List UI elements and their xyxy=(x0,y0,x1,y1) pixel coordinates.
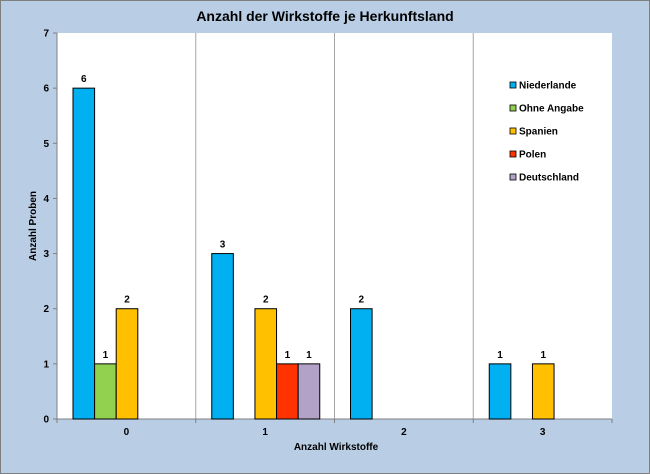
y-tick-label: 0 xyxy=(43,415,49,426)
legend-item: Ohne Angabe xyxy=(509,104,584,115)
bar-spanien xyxy=(531,363,555,420)
bar-niederlande xyxy=(350,308,373,420)
y-tick-label: 5 xyxy=(43,139,49,150)
data-label: 1 xyxy=(306,350,312,361)
data-label: 1 xyxy=(540,350,546,361)
data-label: 1 xyxy=(497,350,503,361)
bar-niederlande xyxy=(72,87,96,420)
y-axis: 0 1 2 3 4 5 6 7 xyxy=(43,29,58,426)
data-label: 1 xyxy=(285,350,291,361)
data-label: 2 xyxy=(124,295,130,306)
legend-item: Deutschland xyxy=(509,173,579,184)
bars: 6 3 2 1 1 2 2 1 1 1 xyxy=(72,74,555,420)
plot-area xyxy=(57,33,612,419)
bar-ohne-angabe xyxy=(94,363,117,420)
x-tick-label: 2 xyxy=(401,427,407,438)
x-tick-label: 3 xyxy=(540,427,546,438)
legend: Niederlande Ohne Angabe Spanien Polen Deutsc… xyxy=(509,81,584,184)
y-tick-label: 3 xyxy=(43,249,49,260)
bar-niederlande xyxy=(488,363,512,420)
x-axis: 0 1 2 3 xyxy=(56,418,613,438)
legend-label: Spanien xyxy=(519,127,558,138)
data-label: 6 xyxy=(81,74,87,85)
legend-label: Ohne Angabe xyxy=(519,104,584,115)
bar-niederlande xyxy=(211,253,234,420)
legend-label: Niederlande xyxy=(519,81,577,92)
legend-item: Niederlande xyxy=(509,81,577,92)
legend-swatch xyxy=(509,127,517,135)
x-tick-label: 1 xyxy=(262,427,268,438)
y-tick-label: 2 xyxy=(43,304,49,315)
legend-item: Spanien xyxy=(509,127,558,138)
x-tick-label: 0 xyxy=(124,427,130,438)
legend-swatch xyxy=(509,173,517,181)
y-tick-label: 1 xyxy=(43,359,49,370)
legend-label: Polen xyxy=(519,150,546,161)
bar-spanien xyxy=(254,308,278,420)
legend-swatch xyxy=(509,104,517,112)
bar-spanien xyxy=(115,308,139,420)
bar-polen xyxy=(276,363,299,420)
y-axis-title: Anzahl Proben xyxy=(28,191,39,261)
chart-title: Anzahl der Wirkstoffe je Herkunftsland xyxy=(196,8,454,24)
y-tick-label: 7 xyxy=(43,29,49,40)
legend-swatch xyxy=(509,81,517,89)
data-label: 2 xyxy=(263,295,269,306)
bar-deutschland xyxy=(297,363,321,420)
y-tick-label: 6 xyxy=(43,84,49,95)
legend-swatch xyxy=(509,150,517,158)
x-axis-title: Anzahl Wirkstoffe xyxy=(294,442,379,453)
legend-label: Deutschland xyxy=(519,173,579,184)
legend-item: Polen xyxy=(509,150,546,161)
data-label: 3 xyxy=(220,240,226,251)
data-label: 1 xyxy=(103,350,109,361)
data-label: 2 xyxy=(359,295,365,306)
y-tick-label: 4 xyxy=(43,194,49,205)
